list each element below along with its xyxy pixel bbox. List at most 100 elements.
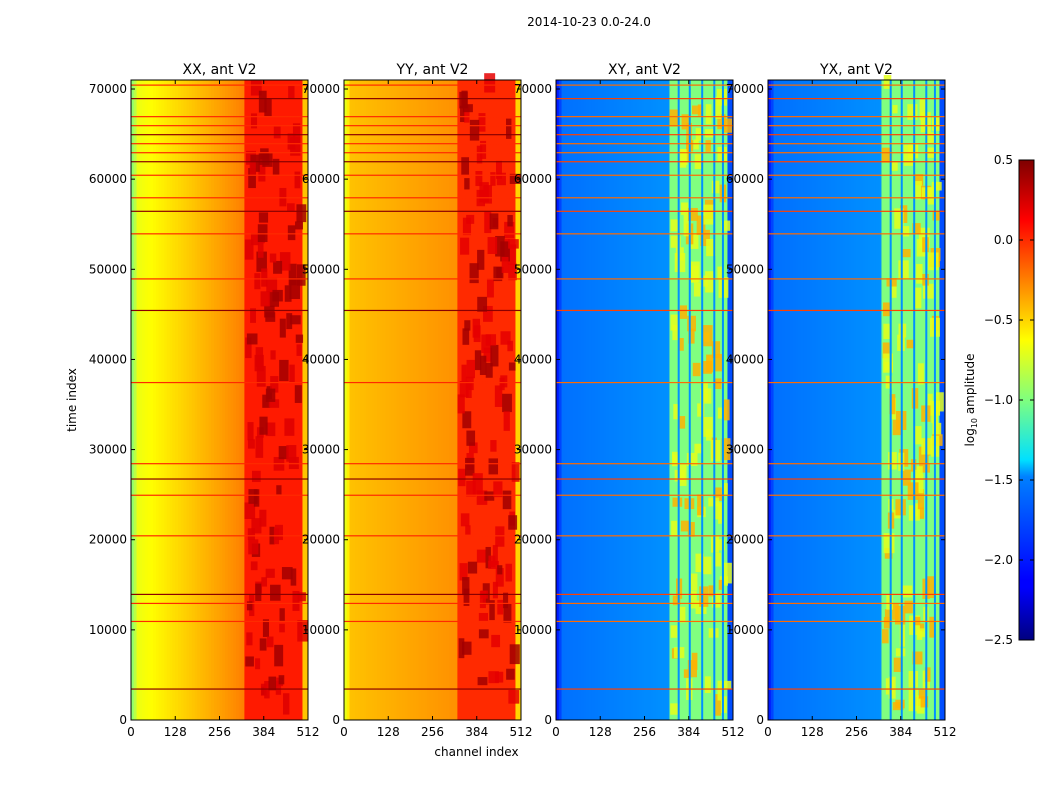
heatmap-blob xyxy=(476,145,483,164)
heatmap-blob xyxy=(702,325,713,347)
heatmap-blob xyxy=(260,291,271,307)
flagged-row xyxy=(344,309,521,312)
flagged-row xyxy=(556,98,733,100)
heatmap-blob xyxy=(294,171,301,189)
heatmap-blob xyxy=(459,91,468,109)
heatmap-blob xyxy=(500,241,510,262)
flagged-row xyxy=(768,210,945,212)
heatmap-blob xyxy=(882,629,889,644)
heatmap-blob xyxy=(477,296,488,312)
heatmap-column xyxy=(258,80,262,720)
heatmap-column xyxy=(730,80,734,720)
heatmap-blob xyxy=(466,359,475,379)
heatmap-blob xyxy=(884,362,893,371)
heatmap-column xyxy=(845,80,849,720)
heatmap-column xyxy=(391,80,395,720)
x-tick-label: 0 xyxy=(764,725,772,739)
heatmap-blob xyxy=(494,385,503,407)
heatmap-column xyxy=(784,80,788,720)
flagged-row xyxy=(131,381,308,384)
heatmap-blob xyxy=(462,411,472,429)
heatmap-blob xyxy=(894,208,904,229)
heatmap-blob xyxy=(908,144,919,159)
heatmap-blob xyxy=(679,416,686,429)
heatmap-blob xyxy=(889,285,897,298)
heatmap-blob xyxy=(687,522,695,537)
heatmap-panel-1: XX, ant V2 0 128 256 384 512 0 10000 20000 30000 4… xyxy=(65,62,319,739)
heatmap-column xyxy=(616,80,621,720)
heatmap-column xyxy=(556,80,560,720)
flagged-row xyxy=(344,478,521,480)
heatmap-blob xyxy=(279,608,285,622)
colorbar-tick-label: −0.5 xyxy=(984,313,1013,327)
heatmap-column xyxy=(655,80,659,720)
heatmap-column xyxy=(216,80,220,720)
heatmap-column xyxy=(776,80,780,720)
heatmap-blob xyxy=(465,457,475,476)
heatmap-blob xyxy=(508,515,518,530)
heatmap-blob xyxy=(464,104,470,123)
flagged-row xyxy=(131,494,308,496)
heatmap-blob xyxy=(670,625,678,638)
heatmap-blob xyxy=(283,693,290,715)
heatmap-blob xyxy=(679,305,688,319)
heatmap-column xyxy=(131,80,135,720)
x-tick-label: 256 xyxy=(845,725,868,739)
heatmap-blob xyxy=(479,355,487,376)
heatmap-column xyxy=(710,80,715,720)
heatmap-column xyxy=(446,80,450,720)
colorbar-tick-label: −1.5 xyxy=(984,473,1013,487)
flagged-row xyxy=(768,143,945,145)
heatmap-column xyxy=(249,80,254,720)
heatmap-blob xyxy=(721,220,731,231)
flagged-row xyxy=(344,688,521,690)
heatmap-blob xyxy=(288,456,299,470)
heatmap-column xyxy=(142,80,146,720)
heatmap-stripe xyxy=(701,80,704,720)
x-tick-label: 384 xyxy=(252,725,275,739)
heatmap-blob xyxy=(511,462,520,482)
heatmap-column xyxy=(820,80,824,720)
heatmap-column xyxy=(561,80,565,720)
heatmap-blob xyxy=(711,592,721,608)
panel-title: YX, ant V2 xyxy=(819,62,893,78)
flagged-row xyxy=(344,116,521,118)
heatmap-blob xyxy=(492,545,498,565)
heatmap-blob xyxy=(689,232,699,249)
heatmap-blob xyxy=(917,489,925,510)
heatmap-blob xyxy=(886,594,894,610)
heatmap-blob xyxy=(297,592,306,602)
heatmap-column xyxy=(153,80,157,720)
heatmap-column xyxy=(790,80,794,720)
y-tick-label: 40000 xyxy=(302,352,340,366)
flagged-row xyxy=(131,210,308,212)
heatmap-blob xyxy=(259,416,268,435)
heatmap-blob xyxy=(507,244,517,265)
flagged-row xyxy=(556,152,733,154)
heatmap-column xyxy=(349,80,353,720)
heatmap-blob xyxy=(717,407,726,419)
heatmap-blob xyxy=(678,148,687,168)
heatmap-blob xyxy=(295,334,304,343)
heatmap-blob xyxy=(478,629,489,639)
heatmap-blob xyxy=(462,577,470,596)
heatmap-blob xyxy=(244,502,256,520)
heatmap-stripe xyxy=(879,80,882,720)
heatmap-column xyxy=(421,80,425,720)
heatmap-blob xyxy=(258,162,266,182)
heatmap-blob xyxy=(484,73,496,93)
heatmap-blob xyxy=(488,560,499,569)
heatmap-column xyxy=(429,80,433,720)
y-tick-label: 20000 xyxy=(514,533,552,547)
heatmap-column xyxy=(773,80,777,720)
flagged-row xyxy=(131,197,308,199)
heatmap-column xyxy=(277,80,281,720)
heatmap-blob xyxy=(703,204,715,225)
heatmap-blob xyxy=(895,499,906,516)
heatmap-blob xyxy=(287,225,296,241)
heatmap-blob xyxy=(484,211,492,234)
heatmap-blob xyxy=(292,590,300,611)
heatmap-blob xyxy=(489,213,499,230)
heatmap-column xyxy=(897,80,902,720)
